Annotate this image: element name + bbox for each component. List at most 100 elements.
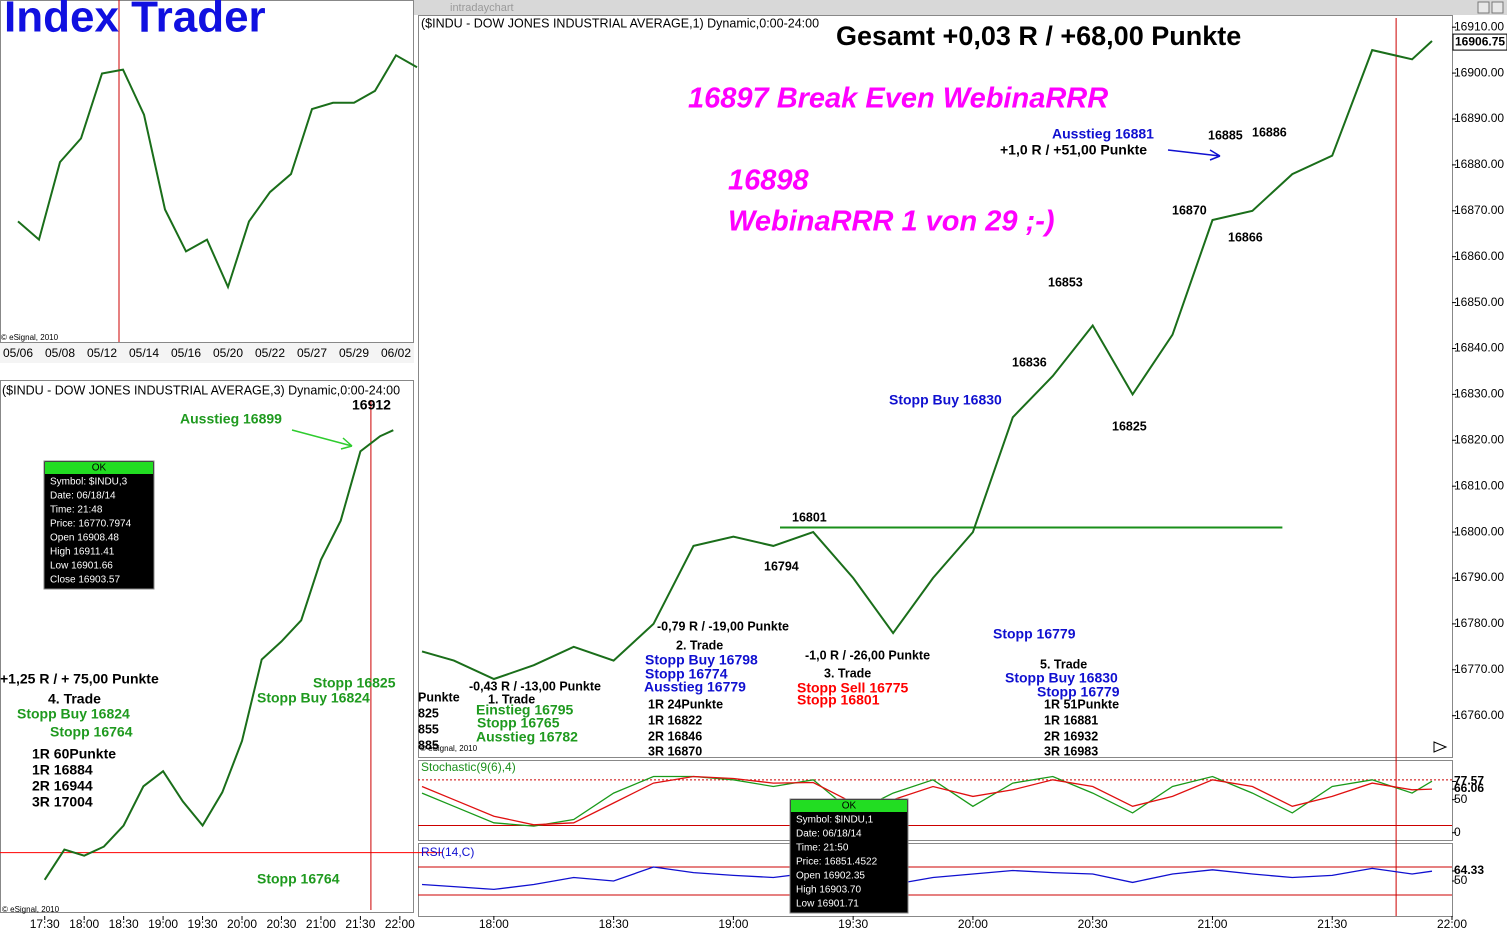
y-tick-label: 16830.00 bbox=[1454, 387, 1504, 401]
annotation: 3R 16870 bbox=[648, 744, 702, 758]
x-tick-label: 22:00 bbox=[385, 917, 415, 931]
app-title: Index Trader bbox=[4, 0, 266, 42]
annotation: 855 bbox=[418, 722, 439, 736]
annotation: 1R 16822 bbox=[648, 713, 702, 727]
y-tick-label: 16900.00 bbox=[1454, 65, 1504, 79]
y-tick-label: 0 bbox=[1454, 825, 1461, 839]
y-tick-label: 16880.00 bbox=[1454, 157, 1504, 171]
annotation: 3R 17004 bbox=[32, 794, 93, 810]
window-button[interactable] bbox=[1491, 1, 1504, 14]
annotation: 16898 bbox=[728, 165, 810, 197]
panel-title: RSI(14,C) bbox=[421, 845, 474, 859]
info-box-line: High 16903.70 bbox=[796, 885, 861, 896]
info-box-line: Time: 21:48 bbox=[50, 505, 103, 516]
x-tick-label: 18:00 bbox=[69, 917, 99, 931]
panel-frame bbox=[0, 380, 414, 913]
y-tick-label: 16860.00 bbox=[1454, 249, 1504, 263]
annotation: 16801 bbox=[792, 510, 827, 524]
annotation: Stopp 16779 bbox=[1037, 684, 1120, 700]
panel-title: ($INDU - DOW JONES INDUSTRIAL AVERAGE,3)… bbox=[2, 383, 400, 397]
x-tick-label: 05/22 bbox=[255, 346, 285, 360]
info-box-line: Symbol: $INDU,3 bbox=[50, 477, 128, 488]
annotation: 16885 bbox=[1208, 128, 1243, 142]
x-tick-label: 21:30 bbox=[1317, 917, 1347, 931]
y-tick-label: 16840.00 bbox=[1454, 341, 1504, 355]
y-tick-label: 77.57 bbox=[1454, 774, 1484, 788]
copyright: © eSignal, 2010 bbox=[420, 744, 478, 753]
annotation: Gesamt +0,03 R / +68,00 Punkte bbox=[836, 21, 1241, 51]
x-tick-label: 19:00 bbox=[148, 917, 178, 931]
y-tick-label: 16780.00 bbox=[1454, 616, 1504, 630]
annotation: 885 bbox=[418, 738, 439, 752]
annotation: 16866 bbox=[1228, 230, 1263, 244]
info-box-line: Price: 16770.7974 bbox=[50, 519, 132, 530]
price-line bbox=[43, 429, 394, 881]
annotation: 16912 bbox=[352, 397, 391, 413]
x-tick-label: 21:00 bbox=[306, 917, 336, 931]
window-button[interactable] bbox=[1477, 1, 1490, 14]
x-tick-label: 18:30 bbox=[599, 917, 629, 931]
x-axis-bar bbox=[0, 343, 414, 363]
x-tick-label: 20:00 bbox=[227, 917, 257, 931]
x-tick-label: 21:30 bbox=[345, 917, 375, 931]
x-tick-label: 22:00 bbox=[1437, 917, 1467, 931]
copyright: © eSignal, 2010 bbox=[1, 333, 59, 342]
price-line bbox=[421, 40, 1433, 681]
panel-frame bbox=[418, 843, 1453, 917]
price-line bbox=[421, 775, 1433, 827]
info-box-body bbox=[43, 460, 155, 590]
x-tick-label: 19:30 bbox=[188, 917, 218, 931]
annotation: Punkte bbox=[418, 690, 460, 704]
scroll-icon[interactable] bbox=[1433, 741, 1448, 753]
annotation: Stopp 16764 bbox=[50, 724, 133, 740]
x-tick-label: 21:00 bbox=[1197, 917, 1227, 931]
y-tick-label: 50 bbox=[1454, 873, 1468, 887]
x-tick-label: 20:30 bbox=[266, 917, 296, 931]
y-tick-label: 16870.00 bbox=[1454, 203, 1504, 217]
panel-title: ($INDU - DOW JONES INDUSTRIAL AVERAGE,1)… bbox=[421, 16, 819, 30]
x-tick-label: 06/02 bbox=[381, 346, 411, 360]
x-tick-label: 05/06 bbox=[3, 346, 33, 360]
x-tick-label: 05/27 bbox=[297, 346, 327, 360]
info-box-line: High 16911.41 bbox=[50, 547, 115, 558]
annotation: Stopp 16765 bbox=[477, 715, 560, 731]
annotation: Stopp Sell 16775 bbox=[797, 680, 908, 696]
info-box-line: Date: 06/18/14 bbox=[50, 491, 116, 502]
annotation: 4. Trade bbox=[48, 691, 101, 707]
info-box-title: OK bbox=[92, 463, 107, 474]
y-tick-label: 64.33 bbox=[1454, 863, 1484, 877]
annotation: -1,0 R / -26,00 Punkte bbox=[805, 648, 930, 662]
price-line bbox=[421, 775, 1433, 826]
x-tick-label: 05/29 bbox=[339, 346, 369, 360]
panel-frame bbox=[418, 15, 1453, 758]
annotation: 1R 16884 bbox=[32, 762, 93, 778]
x-tick-label: 05/12 bbox=[87, 346, 117, 360]
x-tick-label: 20:00 bbox=[958, 917, 988, 931]
annotation: 2. Trade bbox=[676, 638, 723, 652]
info-box-line: Time: 21:50 bbox=[796, 843, 849, 854]
annotation: 2R 16944 bbox=[32, 778, 93, 794]
arrow bbox=[1167, 149, 1221, 161]
info-box: OK Symbol: $INDU,3 Date: 06/18/14 Time: 21:… bbox=[43, 460, 155, 590]
y-tick-label: 16800.00 bbox=[1454, 524, 1504, 538]
x-tick-label: 05/14 bbox=[129, 346, 159, 360]
x-tick-label: 18:30 bbox=[109, 917, 139, 931]
info-box-line: Open 16902.35 bbox=[796, 871, 865, 882]
annotation: WebinaRRR 1 von 29 ;-) bbox=[728, 206, 1055, 238]
annotation: Stopp 16801 bbox=[797, 692, 880, 708]
annotation: +1,0 R / +51,00 Punkte bbox=[1000, 142, 1147, 158]
x-tick-label: 19:00 bbox=[718, 917, 748, 931]
annotation: 16794 bbox=[764, 559, 799, 573]
info-box-line: Low 16901.71 bbox=[796, 899, 859, 910]
price-line bbox=[421, 866, 1433, 891]
annotation: 1R 60Punkte bbox=[32, 746, 116, 762]
annotation: Ausstieg 16782 bbox=[476, 729, 578, 745]
y-tick-label: 16810.00 bbox=[1454, 478, 1504, 492]
y-tick-label: 66.06 bbox=[1454, 781, 1484, 795]
info-box-line: Close 16903.57 bbox=[50, 575, 120, 586]
annotation: -0,79 R / -19,00 Punkte bbox=[657, 619, 789, 633]
annotation: 1. Trade bbox=[488, 692, 535, 706]
annotation: Stopp 16779 bbox=[993, 626, 1076, 642]
annotation: +1,25 R / + 75,00 Punkte bbox=[0, 671, 159, 687]
panel-frame bbox=[418, 760, 1453, 841]
